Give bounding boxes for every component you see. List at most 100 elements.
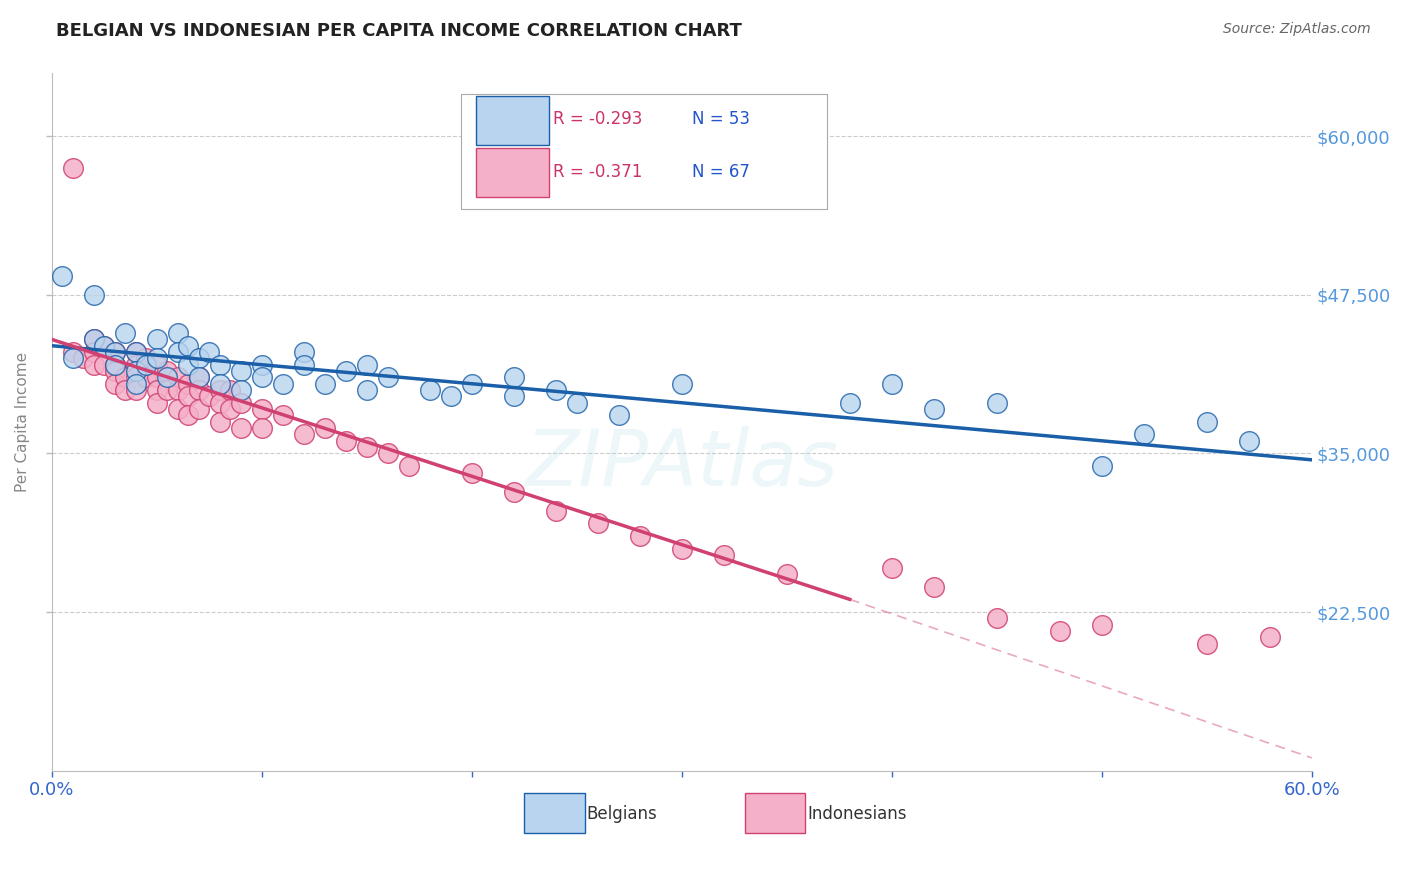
FancyBboxPatch shape	[745, 793, 806, 833]
Point	[114, 326, 136, 340]
Point	[419, 383, 441, 397]
Point	[586, 516, 609, 531]
Point	[838, 396, 860, 410]
Point	[880, 376, 903, 391]
Point	[208, 358, 231, 372]
Point	[103, 358, 125, 372]
Point	[671, 376, 693, 391]
Point	[1237, 434, 1260, 448]
Point	[177, 376, 200, 391]
Point	[83, 332, 105, 346]
Point	[208, 376, 231, 391]
Point	[544, 503, 567, 517]
Point	[1133, 427, 1156, 442]
Point	[72, 351, 94, 366]
Point	[198, 389, 221, 403]
Point	[671, 541, 693, 556]
Point	[166, 383, 188, 397]
Text: R = -0.371: R = -0.371	[553, 163, 643, 181]
Point	[460, 466, 482, 480]
Point	[565, 396, 588, 410]
Y-axis label: Per Capita Income: Per Capita Income	[15, 351, 30, 491]
FancyBboxPatch shape	[461, 94, 827, 209]
Point	[880, 560, 903, 574]
Point	[460, 376, 482, 391]
Text: R = -0.293: R = -0.293	[553, 110, 643, 128]
Point	[314, 376, 336, 391]
Point	[166, 326, 188, 340]
Point	[271, 376, 294, 391]
Point	[156, 383, 179, 397]
Point	[250, 402, 273, 417]
Point	[114, 383, 136, 397]
Point	[166, 345, 188, 359]
Point	[198, 345, 221, 359]
Text: ZIPAtlas: ZIPAtlas	[526, 425, 838, 501]
Point	[1091, 459, 1114, 474]
Point	[292, 358, 315, 372]
Point	[83, 288, 105, 302]
Point	[356, 440, 378, 454]
Point	[986, 396, 1008, 410]
Point	[124, 345, 146, 359]
Point	[607, 409, 630, 423]
Point	[250, 370, 273, 384]
Point	[377, 370, 399, 384]
Text: Indonesians: Indonesians	[807, 805, 907, 822]
Point	[62, 161, 84, 175]
Point	[166, 402, 188, 417]
Point	[83, 332, 105, 346]
Text: BELGIAN VS INDONESIAN PER CAPITA INCOME CORRELATION CHART: BELGIAN VS INDONESIAN PER CAPITA INCOME …	[56, 22, 742, 40]
Point	[208, 396, 231, 410]
Point	[145, 383, 167, 397]
Point	[187, 370, 209, 384]
Point	[398, 459, 420, 474]
Point	[1195, 415, 1218, 429]
Point	[177, 358, 200, 372]
Point	[166, 370, 188, 384]
Point	[124, 345, 146, 359]
Point	[544, 383, 567, 397]
Point	[271, 409, 294, 423]
Point	[335, 364, 357, 378]
Point	[187, 370, 209, 384]
Point	[93, 339, 115, 353]
Point	[922, 402, 945, 417]
Point	[93, 339, 115, 353]
Point	[335, 434, 357, 448]
Point	[177, 389, 200, 403]
Point	[187, 351, 209, 366]
Point	[103, 345, 125, 359]
FancyBboxPatch shape	[524, 793, 585, 833]
Point	[83, 345, 105, 359]
Point	[187, 402, 209, 417]
Point	[922, 580, 945, 594]
Point	[776, 566, 799, 581]
Point	[208, 383, 231, 397]
FancyBboxPatch shape	[477, 148, 550, 197]
Point	[93, 358, 115, 372]
Point	[292, 345, 315, 359]
Point	[440, 389, 463, 403]
Point	[145, 396, 167, 410]
Point	[502, 484, 524, 499]
Point	[208, 415, 231, 429]
Point	[103, 345, 125, 359]
Point	[250, 358, 273, 372]
Point	[356, 358, 378, 372]
Point	[356, 383, 378, 397]
Point	[187, 383, 209, 397]
Point	[156, 370, 179, 384]
Point	[229, 396, 252, 410]
Point	[103, 358, 125, 372]
Point	[1258, 631, 1281, 645]
Point	[177, 409, 200, 423]
Point	[124, 370, 146, 384]
Point	[713, 548, 735, 562]
Point	[177, 339, 200, 353]
Point	[502, 370, 524, 384]
Point	[145, 332, 167, 346]
Point	[156, 364, 179, 378]
Point	[114, 370, 136, 384]
Point	[1195, 637, 1218, 651]
